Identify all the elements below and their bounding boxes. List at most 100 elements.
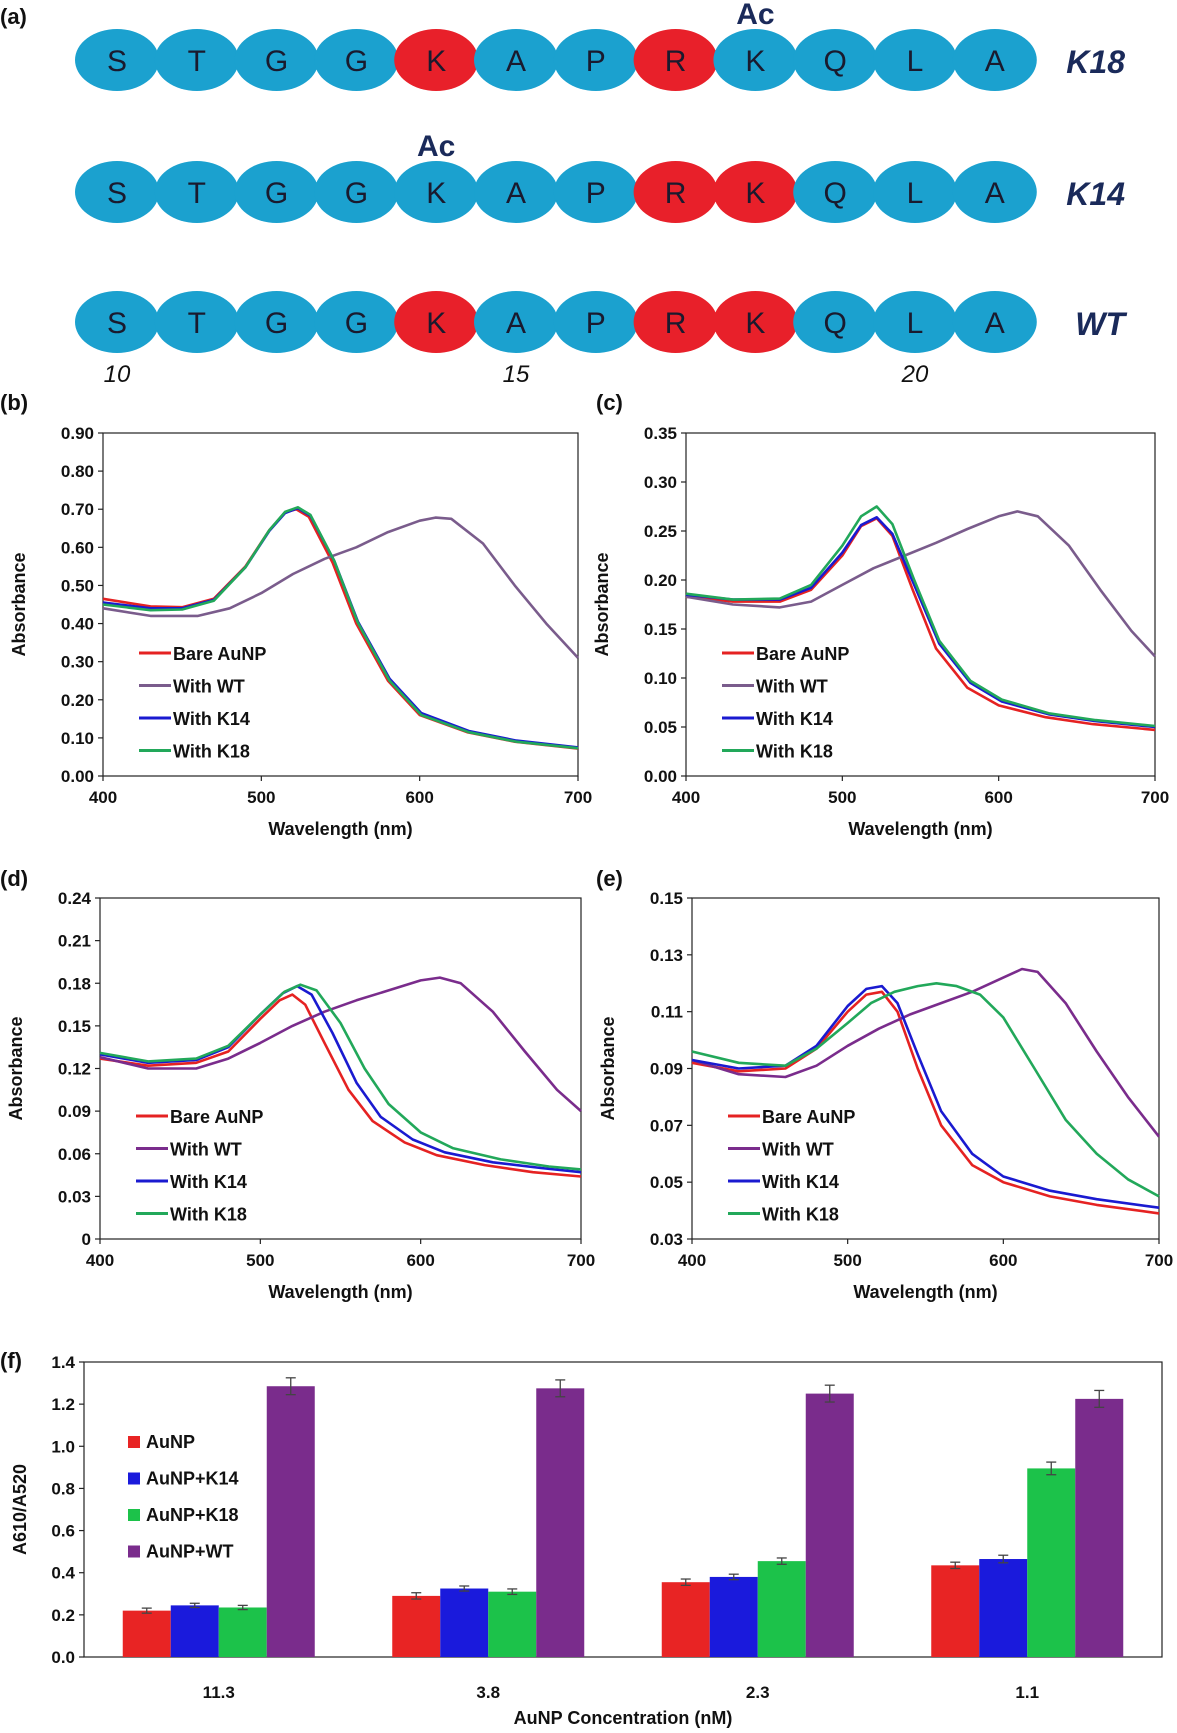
legend-label: With K18 [170,1205,247,1225]
residue-label: A [506,177,526,210]
y-tick-label: 0.0 [51,1648,75,1667]
residue-K14-8 [713,161,798,223]
legend-label: With K14 [170,1172,247,1192]
bar-AuNP+WT-11.3 [266,1386,315,1657]
y-tick-label: 0.4 [51,1564,75,1583]
x-axis-label: Wavelength (nm) [848,819,992,839]
y-tick-label: 1.0 [51,1437,75,1456]
residue-K14-9 [793,161,878,223]
y-tick-label: 0.05 [644,718,677,737]
y-axis-label: Absorbance [598,1016,618,1120]
bar-AuNP+WT-3.8 [536,1388,585,1657]
series-line-4 [685,505,1156,728]
legend-label: AuNP+WT [146,1542,234,1562]
residue-label: R [665,177,687,210]
y-axis-label: A610/A520 [10,1464,30,1555]
y-tick-label: 0.15 [650,889,683,908]
y-tick-label: 0.10 [61,729,94,748]
residue-K14-11 [952,161,1037,223]
residue-label: A [985,307,1005,340]
residue-label: P [586,177,606,210]
series-line-1 [99,993,582,1178]
residue-label: L [907,45,924,78]
residue-K18-2 [234,29,319,91]
legend-label: With K14 [173,709,250,729]
plot-area [685,432,1156,777]
acetyl-label: Ac [417,130,455,163]
acetyl-label: Ac [736,0,774,31]
y-tick-label: 0.8 [51,1479,75,1498]
residue-label: S [107,45,127,78]
y-tick-label: 0.05 [650,1173,683,1192]
bar-AuNP+WT-2.3 [805,1393,854,1657]
y-tick-label: 0.15 [644,620,677,639]
bar-AuNP-1.1 [931,1565,980,1657]
x-tick-label: 400 [86,1251,114,1270]
bar-AuNP+WT-1.1 [1075,1398,1124,1657]
residue-K14-0 [75,161,159,223]
x-axis-label: Wavelength (nm) [853,1282,997,1302]
y-tick-label: 0.30 [61,653,94,672]
residue-K14-4 [394,161,479,223]
residue-label: R [665,45,687,78]
residue-label: A [985,45,1005,78]
x-axis-label: Wavelength (nm) [268,819,412,839]
residue-K18-0 [75,29,159,91]
series-line-2 [691,967,1161,1138]
residue-WT-4 [394,291,479,353]
plot-area [83,1361,1163,1658]
series-line-4 [691,982,1160,1198]
x-tick-label: 600 [989,1251,1017,1270]
y-tick-label: 0.90 [61,424,94,443]
residue-label: P [586,307,606,340]
x-tick-label: 600 [984,788,1012,807]
legend-label: With K14 [756,709,833,729]
residue-K18-4 [394,29,479,91]
x-tick-label: 400 [672,788,700,807]
y-axis-label: Absorbance [592,552,612,656]
bar-AuNP-2.3 [661,1582,710,1657]
residue-K18-7 [633,29,718,91]
y-tick-label: 0.25 [644,522,677,541]
series-line-2 [102,516,579,659]
bar-AuNP+K18-3.8 [488,1591,537,1657]
residue-WT-8 [713,291,798,353]
legend-swatch [128,1472,140,1485]
residue-K18-11 [952,29,1037,91]
y-tick-label: 0.18 [58,974,91,993]
x-tick-label: 11.3 [203,1683,235,1702]
x-tick-label: 500 [246,1251,274,1270]
x-axis-label: AuNP Concentration (nM) [514,1708,733,1728]
x-tick-label: 500 [247,788,275,807]
residue-label: S [107,177,127,210]
legend-label: AuNP+K14 [146,1469,239,1489]
y-tick-label: 0.10 [644,669,677,688]
chart-d: 0 0.03 0.06 0.09 0.12 0.15 0.18 0.21 0.24 400 500 6… [6,889,595,1302]
y-tick-label: 0.12 [58,1060,91,1079]
residue-label: G [345,307,368,340]
legend-swatch [128,1545,140,1558]
residue-K14-5 [474,161,558,223]
residue-K14-2 [234,161,319,223]
residue-label: G [265,307,288,340]
y-tick-label: 0.24 [58,889,92,908]
panel-label-b: (b) [0,390,28,415]
x-tick-label: 700 [1145,1251,1173,1270]
residue-label: G [345,45,368,78]
residue-label: K [745,307,765,340]
y-tick-label: 0.21 [58,932,91,951]
residue-WT-6 [553,291,638,353]
legend-label: AuNP [146,1432,195,1452]
residue-label: K [426,307,446,340]
bar-AuNP+K14-11.3 [170,1605,219,1657]
x-tick-label: 700 [1141,788,1169,807]
residue-label: G [345,177,368,210]
residue-label: A [506,307,526,340]
y-tick-label: 0.07 [650,1116,683,1135]
legend-label: Bare AuNP [170,1107,263,1127]
x-tick-label: 600 [406,1251,434,1270]
y-tick-label: 0.15 [58,1017,91,1036]
residue-label: T [188,45,206,78]
residue-label: P [586,45,606,78]
